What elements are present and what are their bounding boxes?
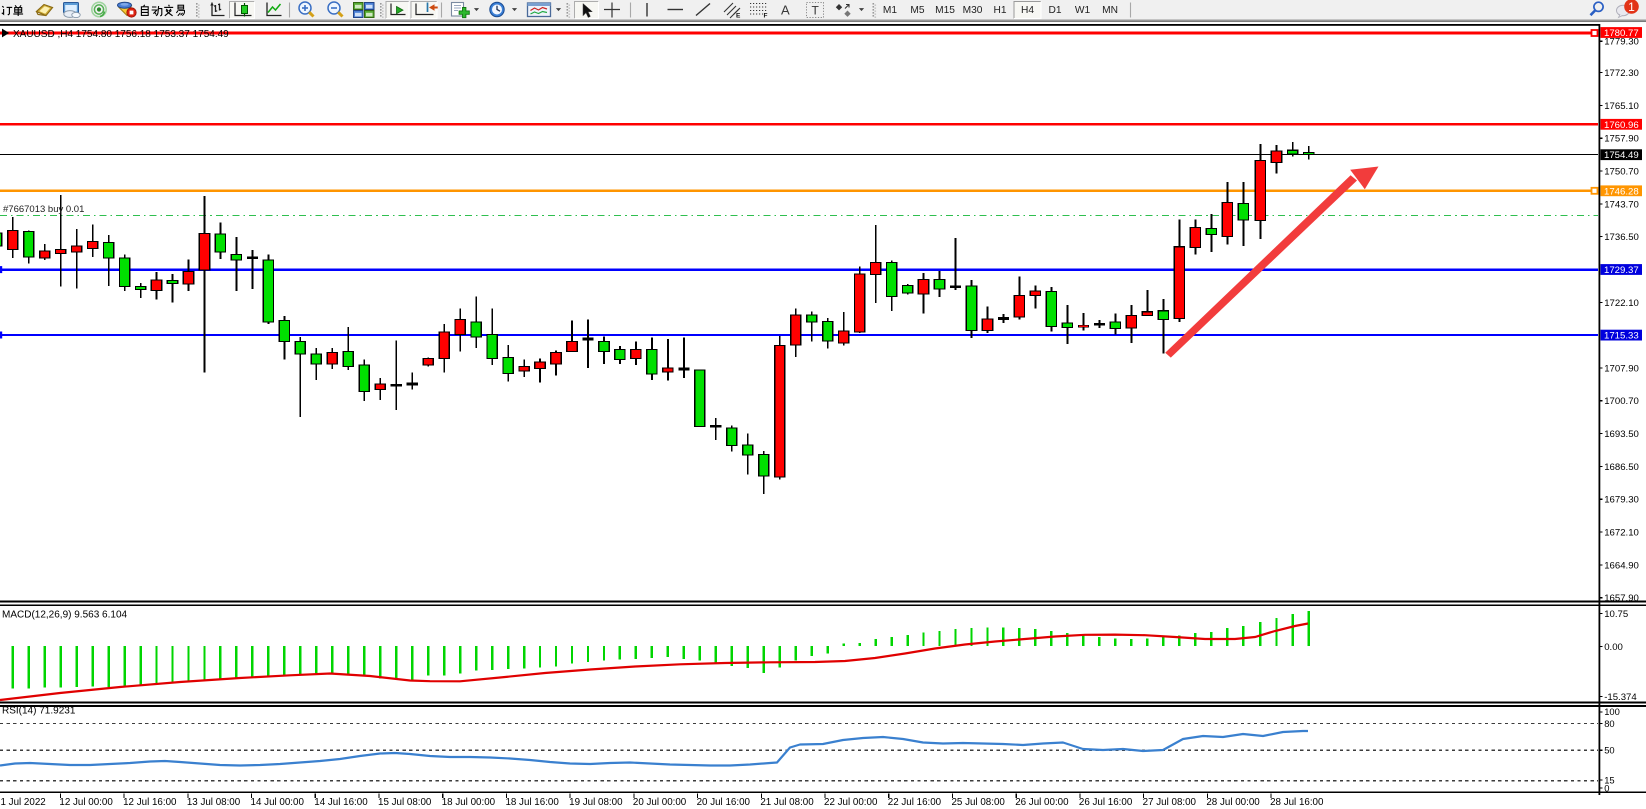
svg-text:12 Jul 00:00: 12 Jul 00:00	[59, 797, 113, 808]
svg-text:1754.49: 1754.49	[1604, 150, 1639, 161]
svg-text:10.75: 10.75	[1604, 609, 1628, 620]
svg-text:1760.96: 1760.96	[1604, 120, 1639, 131]
svg-text:M30: M30	[963, 5, 983, 16]
svg-text:21 Jul 08:00: 21 Jul 08:00	[760, 797, 814, 808]
svg-text:25 Jul 08:00: 25 Jul 08:00	[951, 797, 1005, 808]
svg-text:1700.70: 1700.70	[1604, 396, 1639, 407]
svg-text:1779.30: 1779.30	[1604, 37, 1639, 48]
svg-text:1693.50: 1693.50	[1604, 429, 1639, 440]
svg-text:1: 1	[1628, 0, 1635, 14]
svg-text:12 Jul 16:00: 12 Jul 16:00	[123, 797, 177, 808]
svg-text:1743.70: 1743.70	[1604, 199, 1639, 210]
svg-text:1657.90: 1657.90	[1604, 593, 1639, 604]
svg-text:18 Jul 00:00: 18 Jul 00:00	[442, 797, 496, 808]
svg-text:1772.30: 1772.30	[1604, 68, 1639, 79]
svg-text:100: 100	[1604, 706, 1620, 717]
svg-text:1664.90: 1664.90	[1604, 560, 1639, 571]
svg-text:1707.90: 1707.90	[1604, 363, 1639, 374]
svg-text:28 Jul 00:00: 28 Jul 00:00	[1206, 797, 1260, 808]
svg-text:15 Jul 08:00: 15 Jul 08:00	[378, 797, 432, 808]
svg-text:A: A	[781, 3, 790, 18]
svg-text:F: F	[764, 13, 768, 20]
svg-text:1780.77: 1780.77	[1604, 28, 1639, 39]
svg-text:22 Jul 16:00: 22 Jul 16:00	[888, 797, 942, 808]
svg-text:H1: H1	[993, 5, 1006, 16]
svg-text:26 Jul 16:00: 26 Jul 16:00	[1079, 797, 1133, 808]
svg-text:19 Jul 08:00: 19 Jul 08:00	[569, 797, 623, 808]
svg-text:1757.90: 1757.90	[1604, 134, 1639, 145]
svg-text:-15.374: -15.374	[1604, 692, 1637, 703]
svg-text:14 Jul 00:00: 14 Jul 00:00	[251, 797, 305, 808]
svg-text:80: 80	[1604, 718, 1614, 729]
svg-text:20 Jul 00:00: 20 Jul 00:00	[633, 797, 687, 808]
svg-text:1672.10: 1672.10	[1604, 528, 1639, 539]
svg-text:D1: D1	[1048, 5, 1061, 16]
svg-text:M1: M1	[883, 5, 897, 16]
svg-text:MACD(12,26,9) 9.563 6.104: MACD(12,26,9) 9.563 6.104	[2, 610, 128, 621]
svg-text:14 Jul 16:00: 14 Jul 16:00	[314, 797, 368, 808]
svg-text:1722.10: 1722.10	[1604, 298, 1639, 309]
svg-text:22 Jul 00:00: 22 Jul 00:00	[824, 797, 878, 808]
svg-text:28 Jul 16:00: 28 Jul 16:00	[1270, 797, 1324, 808]
svg-text:20 Jul 16:00: 20 Jul 16:00	[697, 797, 751, 808]
svg-text:1746.28: 1746.28	[1604, 186, 1639, 197]
svg-text:27 Jul 08:00: 27 Jul 08:00	[1143, 797, 1197, 808]
svg-text:H4: H4	[1021, 5, 1034, 16]
svg-text:T: T	[812, 4, 820, 18]
svg-text:15: 15	[1604, 774, 1614, 785]
svg-text:1715.33: 1715.33	[1604, 331, 1639, 342]
svg-text:0.00: 0.00	[1604, 642, 1623, 653]
svg-text:1686.50: 1686.50	[1604, 462, 1639, 473]
svg-text:50: 50	[1604, 745, 1614, 756]
svg-text:M5: M5	[910, 5, 924, 16]
svg-text:XAUUSD ,H4 1754.80 1756.18 17: XAUUSD ,H4 1754.80 1756.18 1753.37 1754.…	[13, 29, 229, 40]
svg-text:18 Jul 16:00: 18 Jul 16:00	[505, 797, 559, 808]
svg-text:M15: M15	[935, 5, 955, 16]
svg-text:0: 0	[1604, 782, 1609, 793]
svg-text:1765.10: 1765.10	[1604, 101, 1639, 112]
svg-text:1 Jul 2022: 1 Jul 2022	[1, 797, 46, 808]
svg-text:1679.30: 1679.30	[1604, 495, 1639, 506]
svg-text:1729.37: 1729.37	[1604, 265, 1639, 276]
svg-text:W1: W1	[1075, 5, 1091, 16]
svg-text:MN: MN	[1102, 5, 1118, 16]
svg-text:1736.50: 1736.50	[1604, 232, 1639, 243]
svg-text:13 Jul 08:00: 13 Jul 08:00	[187, 797, 241, 808]
svg-text:#7667013 buy 0.01: #7667013 buy 0.01	[3, 204, 84, 215]
svg-text:26 Jul 00:00: 26 Jul 00:00	[1015, 797, 1069, 808]
svg-text:1750.70: 1750.70	[1604, 167, 1639, 178]
svg-text:E: E	[736, 13, 741, 20]
svg-text:RSI(14) 71.9231: RSI(14) 71.9231	[2, 706, 76, 717]
